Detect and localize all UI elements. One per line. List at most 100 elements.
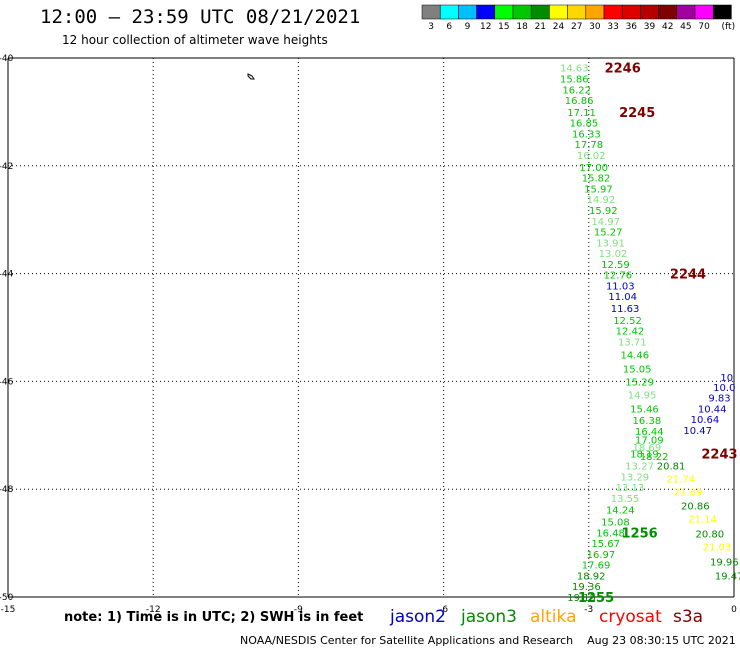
pass-time-label: 2245 (619, 106, 655, 121)
note-text: note: 1) Time is in UTC; 2) SWH is in fe… (64, 610, 364, 625)
wave-height-label: 10.64 (691, 415, 720, 426)
wave-height-label: 9.83 (708, 394, 730, 405)
wave-height-label: 16.38 (633, 416, 662, 427)
pass-time-label: 2246 (605, 62, 641, 77)
wave-height-label: 19.47 (715, 571, 740, 582)
wave-height-label: 10.0 (713, 383, 735, 394)
colorbar-label: 36 (626, 22, 638, 32)
wave-height-label: 13.13 (616, 483, 645, 494)
colorbar-label: 9 (465, 22, 471, 32)
colorbar-label: 42 (662, 22, 673, 32)
wave-height-label: 15.27 (594, 228, 623, 239)
wave-height-label: 17.11 (567, 108, 596, 119)
colorbar-label: 39 (644, 22, 656, 32)
footer-timestamp: Aug 23 08:30:15 UTC 2021 (587, 634, 736, 647)
wave-height-label: 19.96 (710, 557, 739, 568)
wave-height-label: 14.24 (606, 506, 635, 517)
colorbar-label: 27 (571, 22, 582, 32)
axis-labels: -40 -42 -44 -46 -48 -50 -15 -12 -9 -6 -3 0 (0, 54, 737, 615)
wave-height-label: 17.78 (574, 140, 603, 151)
colorbar-label: 18 (516, 22, 528, 32)
legend-altika: altika (530, 607, 577, 627)
wave-height-label: 15.97 (584, 184, 613, 195)
colorbar-label: (ft) (722, 22, 736, 32)
wave-height-label: 17.00 (579, 163, 608, 174)
wave-height-label: 18.92 (577, 571, 606, 582)
wave-height-label: 15.67 (591, 539, 620, 550)
wave-height-label: 11.04 (608, 292, 637, 303)
colorbar-label: 21 (535, 22, 546, 32)
colorbar-label: 30 (589, 22, 601, 32)
colorbar-label: 3 (428, 22, 434, 32)
page-subtitle: 12 hour collection of altimeter wave hei… (62, 33, 328, 47)
wave-height-label: 14.46 (620, 350, 649, 361)
wave-height-label: 15.82 (582, 174, 611, 185)
wave-height-label: 17.09 (635, 436, 664, 447)
colorbar-swatch (458, 4, 477, 20)
colorbar-swatch (494, 4, 514, 20)
wave-height-label: 11.63 (611, 304, 640, 315)
lat-label: -46 (0, 377, 14, 387)
footer: NOAA/NESDIS Center for Satellite Applica… (240, 634, 736, 647)
wave-height-label: 12.42 (616, 327, 645, 338)
wave-height-label: 16.97 (587, 550, 616, 561)
lon-label: -12 (146, 605, 161, 615)
footer-credit: NOAA/NESDIS Center for Satellite Applica… (240, 634, 574, 647)
wave-height-label: 13.71 (618, 338, 647, 349)
lon-label: -15 (1, 605, 16, 615)
wave-height-label: 13.27 (625, 461, 654, 472)
colorbar-swatch (712, 4, 732, 20)
island-shape (247, 73, 255, 80)
legend-s3a: s3a (673, 607, 704, 627)
colorbar-label: 12 (480, 22, 491, 32)
colorbar-label: 33 (607, 22, 618, 32)
wave-height-label: 10 (720, 373, 733, 384)
colorbar-swatch (567, 4, 587, 20)
lon-label: -6 (439, 605, 448, 615)
wave-height-label: 19.36 (572, 582, 601, 593)
colorbar-label: 15 (498, 22, 509, 32)
grid-lines (7, 57, 735, 598)
colorbar-swatch (512, 4, 532, 20)
colorbar-swatch (676, 4, 696, 20)
colorbar-swatch (640, 4, 659, 20)
colorbar-label: 45 (680, 22, 691, 32)
wave-height-label: 13.91 (596, 238, 625, 249)
lat-label: -40 (0, 54, 14, 64)
wave-height-label: 13.29 (620, 472, 649, 483)
wave-height-label: 18.19 (630, 450, 659, 461)
wave-height-label: 10.47 (683, 426, 712, 437)
lon-label: 0 (731, 605, 737, 615)
wave-height-label: 15.05 (623, 364, 652, 375)
colorbar-label: 6 (446, 22, 452, 32)
legend-jason3: jason3 (461, 607, 517, 627)
wave-height-label: 14.95 (628, 390, 657, 401)
colorbar-swatch (621, 4, 641, 20)
colorbar-swatch (439, 4, 459, 20)
wave-height-label: 15.29 (625, 377, 654, 388)
lat-label: -48 (0, 485, 14, 495)
lon-label: -3 (584, 605, 593, 615)
wave-height-label: 21.03 (703, 542, 732, 553)
wave-height-label: 14.63 (560, 64, 589, 75)
wave-height-label: 16.85 (570, 119, 599, 130)
wave-height-label: 21.89 (674, 487, 703, 498)
wave-height-label: 17.69 (582, 561, 611, 572)
wave-height-label: 12.52 (613, 316, 642, 327)
pass-time-label: 1255 (578, 591, 614, 606)
wave-height-label: 15.86 (560, 74, 589, 85)
wave-height-label: 15.46 (630, 404, 659, 415)
pass-time-label: 1256 (622, 526, 658, 541)
wave-height-label: 15.08 (601, 518, 630, 529)
wave-height-label: 20.81 (657, 461, 686, 472)
wave-height-label: 11.03 (606, 281, 635, 292)
colorbar-swatch (585, 4, 605, 20)
wave-height-label: 16.22 (562, 85, 591, 96)
wave-height-label: 10.44 (698, 404, 727, 415)
legend-jason2: jason2 (390, 607, 446, 627)
lat-label: -44 (0, 270, 14, 280)
wave-height-label: 16.02 (577, 151, 606, 162)
legend-cryosat: cryosat (599, 607, 662, 627)
wave-height-label: 14.97 (591, 217, 620, 228)
pass-time-label: 2244 (670, 268, 706, 283)
